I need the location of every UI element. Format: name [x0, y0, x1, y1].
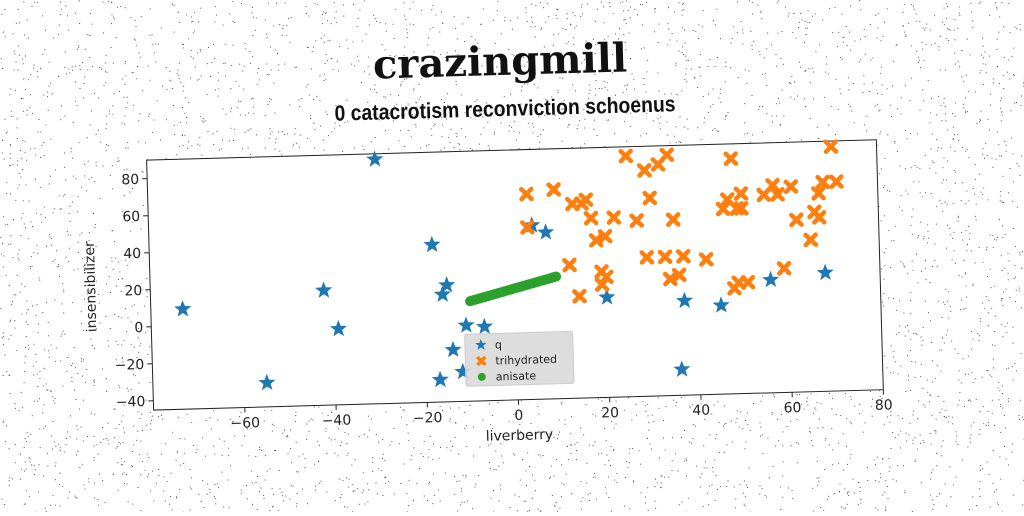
x-tick-label: 60: [783, 400, 801, 416]
x-tick-label: 40: [692, 403, 710, 419]
y-axis-label: insensibilizer: [82, 241, 101, 333]
legend-label-anisate: anisate: [496, 369, 537, 383]
y-tick-label: 80: [121, 172, 139, 188]
x-tick-label: 80: [875, 397, 893, 413]
y-tick-label: 40: [123, 246, 141, 262]
y-tick-label: 60: [122, 209, 140, 225]
legend-label-trihydrated: trihydrated: [495, 353, 557, 368]
y-tick-label: −40: [116, 394, 146, 411]
y-tick-label: 20: [124, 283, 142, 299]
x-tick-label: −60: [230, 415, 260, 432]
x-tick-label: −40: [321, 413, 351, 430]
x-tick-label: 20: [601, 405, 619, 421]
x-tick-label: 0: [514, 408, 523, 424]
legend-label-q: q: [495, 338, 502, 351]
x-tick-label: −20: [413, 410, 443, 427]
y-tick-label: 0: [134, 320, 143, 336]
y-tick-label: −20: [115, 357, 145, 374]
x-axis-label: liverberry: [486, 427, 554, 445]
